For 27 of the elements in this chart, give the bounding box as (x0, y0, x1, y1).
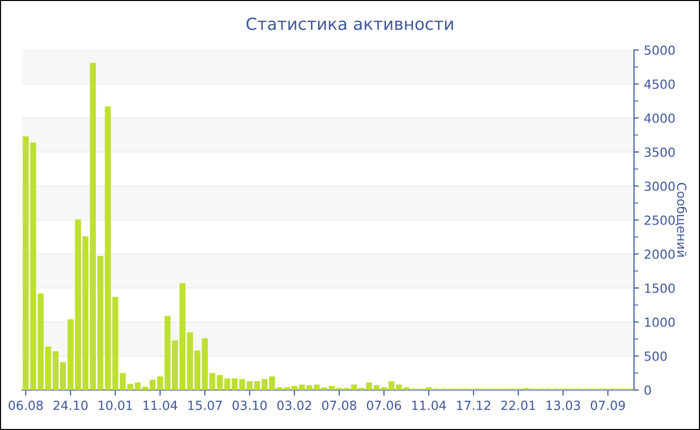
x-tick-label: 11.04 (412, 400, 446, 410)
x-tick-label: 13.03 (546, 400, 580, 410)
y-tick-label: 2500 (644, 215, 675, 225)
x-tick-label: 07.06 (366, 400, 402, 410)
y-tick-label: 0 (644, 385, 651, 395)
y-tick-label: 3000 (644, 181, 675, 191)
y-tick-label: 3500 (644, 147, 675, 157)
y-axis-title: Сообщений (675, 182, 687, 257)
x-tick-label: 15.07 (188, 400, 222, 410)
y-tick-label: 4000 (644, 113, 675, 123)
x-tick-label: 17.12 (457, 400, 490, 410)
x-tick-label: 11.04 (144, 400, 178, 410)
x-tick-label: 06.08 (8, 400, 43, 410)
x-tick-label: 24.10 (54, 400, 88, 410)
y-tick-label: 5000 (644, 45, 675, 55)
y-tick-label: 4500 (644, 79, 675, 89)
y-tick-label: 1000 (645, 317, 675, 327)
y-tick-label: 500 (644, 351, 667, 361)
x-tick-label: 22.01 (501, 400, 536, 410)
x-tick-label: 07.08 (322, 400, 356, 410)
x-tick-label: 03.02 (277, 400, 312, 410)
y-tick-label: 1500 (645, 283, 675, 293)
chart-title: Статистика активности (246, 17, 453, 30)
x-tick-label: 03.10 (232, 400, 267, 410)
y-tick-label: 2000 (644, 249, 675, 259)
x-tick-label: 10.01 (98, 400, 132, 410)
x-tick-label: 07.09 (590, 400, 625, 410)
